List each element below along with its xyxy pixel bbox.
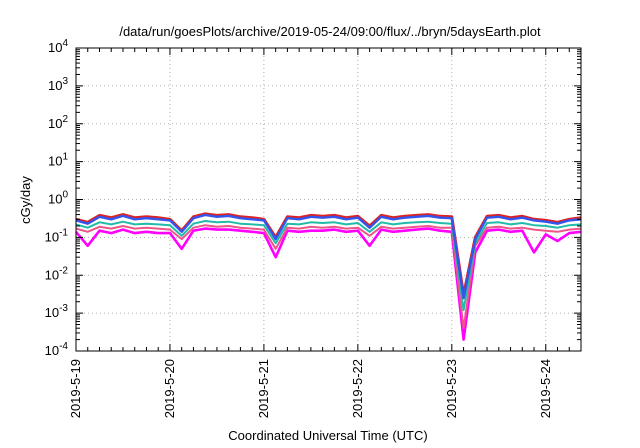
series-line-4 <box>75 224 582 330</box>
x-tick-label: 2019-5-19 <box>68 359 83 418</box>
y-tick-label: 10-1 <box>45 227 69 244</box>
x-axis-ticks: 2019-5-19 2019-5-20 2019-5-21 2019-5-22 2019… <box>68 48 570 418</box>
series-line-2 <box>75 213 582 300</box>
x-tick-label: 2019-5-23 <box>444 359 459 418</box>
y-tick-label: 10-2 <box>45 265 69 282</box>
y-tick-label: 10-3 <box>45 303 69 320</box>
grid-lines <box>76 48 581 351</box>
x-tick-label: 2019-5-24 <box>538 359 553 418</box>
y-axis-ticks: 10-4 10-3 10-2 10-1 100 101 102 103 104 <box>45 38 581 358</box>
series-layer <box>75 212 582 341</box>
x-axis-label: Coordinated Universal Time (UTC) <box>228 428 427 443</box>
y-axis-label: cGy/day <box>18 176 33 224</box>
y-tick-label: 10-4 <box>45 341 69 358</box>
y-tick-label: 102 <box>48 114 68 131</box>
series-line-3 <box>75 220 582 312</box>
x-tick-label: 2019-5-20 <box>162 359 177 418</box>
chart-title: /data/run/goesPlots/archive/2019-05-24/0… <box>119 24 541 39</box>
y-tick-label: 101 <box>48 152 68 169</box>
series-line-5 <box>75 227 582 341</box>
series-line-1 <box>75 212 582 297</box>
x-tick-label: 2019-5-21 <box>256 359 271 418</box>
y-tick-label: 100 <box>48 190 68 207</box>
y-tick-label: 103 <box>48 76 68 93</box>
y-tick-label: 104 <box>48 38 68 55</box>
x-tick-label: 2019-5-22 <box>350 359 365 418</box>
